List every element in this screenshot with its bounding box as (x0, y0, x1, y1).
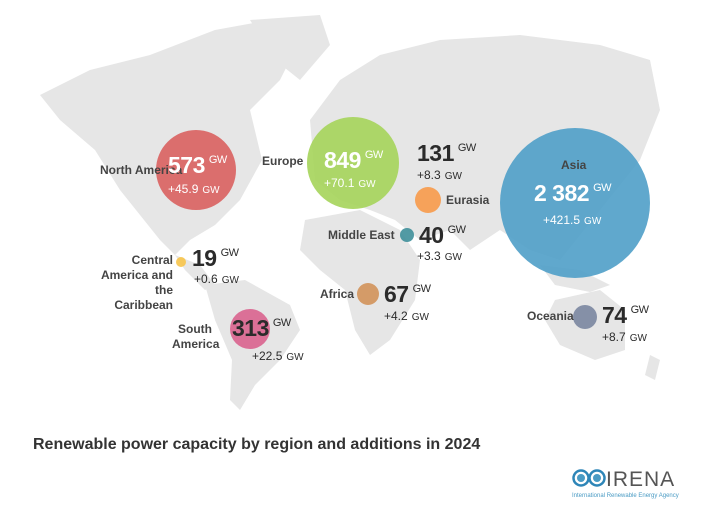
south-america-addition: +22.5 GW (252, 349, 304, 363)
greenland-land (250, 15, 330, 80)
asia-addition: +421.5 GW (543, 213, 601, 227)
capacity-value: 19 (192, 245, 217, 271)
europe-bubble (307, 117, 399, 209)
unit: GW (444, 171, 462, 182)
unit: GW (411, 312, 429, 323)
irena-logo[interactable]: IRENA International Renewable Energy Age… (572, 468, 679, 499)
capacity-value: 849 (324, 147, 361, 173)
unit: GW (220, 247, 239, 259)
capacity-value: 573 (168, 152, 205, 178)
europe-label: Europe (262, 154, 304, 168)
south-america-capacity: 313 GW (232, 315, 291, 342)
asia-bubble (500, 128, 650, 278)
central-america-capacity: 19 GW (192, 245, 239, 272)
unit: GW (202, 185, 220, 196)
capacity-value: 40 (419, 222, 444, 248)
middle-east-label: Middle East (328, 228, 395, 242)
capacity-value: 74 (602, 302, 627, 328)
addition-value: +8.7 (602, 330, 626, 344)
capacity-value: 131 (417, 140, 454, 166)
unit: GW (221, 275, 239, 286)
africa-bubble (357, 283, 379, 305)
africa-land (300, 210, 420, 355)
unit: GW (630, 304, 649, 316)
unit: GW (364, 149, 383, 161)
north-america-capacity: 573 GW (168, 152, 227, 179)
capacity-value: 2 382 (534, 180, 590, 206)
middle-east-addition: +3.3 GW (417, 249, 462, 263)
africa-addition: +4.2 GW (384, 309, 429, 323)
unit: GW (629, 333, 647, 344)
new-zealand-land (645, 355, 660, 380)
unit: GW (286, 352, 304, 363)
unit: GW (444, 252, 462, 263)
capacity-value: 313 (232, 315, 269, 341)
oceania-addition: +8.7 GW (602, 330, 647, 344)
oceania-capacity: 74 GW (602, 302, 649, 329)
eurasia-capacity: 131 GW (417, 140, 476, 167)
africa-label: Africa (320, 287, 355, 301)
unit: GW (272, 317, 291, 329)
unit: GW (457, 142, 476, 154)
unit: GW (208, 154, 227, 166)
asia-label: Asia (561, 158, 587, 172)
logo-subtitle: International Renewable Energy Agency (572, 493, 679, 499)
south-america-label: South America (172, 322, 220, 351)
unit: GW (593, 182, 612, 194)
unit: GW (412, 283, 431, 295)
north-america-label: North America (100, 163, 183, 177)
oceania-label: Oceania (527, 309, 574, 323)
asia-capacity: 2 382 GW (534, 180, 612, 207)
addition-value: +45.9 (168, 182, 199, 196)
eurasia-addition: +8.3 GW (417, 168, 462, 182)
north-america-bubble (156, 130, 236, 210)
capacity-value: 67 (384, 281, 409, 307)
oceania-bubble (573, 305, 597, 329)
north-america-land (40, 20, 300, 255)
middle-east-bubble (400, 228, 414, 242)
europe-capacity: 849 GW (324, 147, 383, 174)
addition-value: +8.3 (417, 168, 441, 182)
middle-east-capacity: 40 GW (419, 222, 466, 249)
central-america-bubble (176, 257, 186, 267)
addition-value: +421.5 (543, 213, 581, 227)
europe-addition: +70.1 GW (324, 176, 376, 190)
unit: GW (358, 179, 376, 190)
addition-value: +0.6 (194, 272, 218, 286)
north-america-addition: +45.9 GW (168, 182, 220, 196)
addition-value: +4.2 (384, 309, 408, 323)
infographic-title: Renewable power capacity by region and a… (33, 436, 481, 453)
africa-capacity: 67 GW (384, 281, 431, 308)
south-america-bubble (230, 309, 270, 349)
unit: GW (447, 224, 466, 236)
addition-value: +22.5 (252, 349, 283, 363)
infinity-globe-icon (572, 469, 606, 487)
central-america-label: Central America and the Caribbean (100, 253, 173, 312)
central-america-addition: +0.6 GW (194, 272, 239, 286)
addition-value: +70.1 (324, 176, 355, 190)
logo-name: IRENA (606, 468, 676, 491)
eurasia-bubble (415, 187, 441, 213)
eurasia-label: Eurasia (446, 193, 490, 207)
addition-value: +3.3 (417, 249, 441, 263)
unit: GW (584, 216, 602, 227)
